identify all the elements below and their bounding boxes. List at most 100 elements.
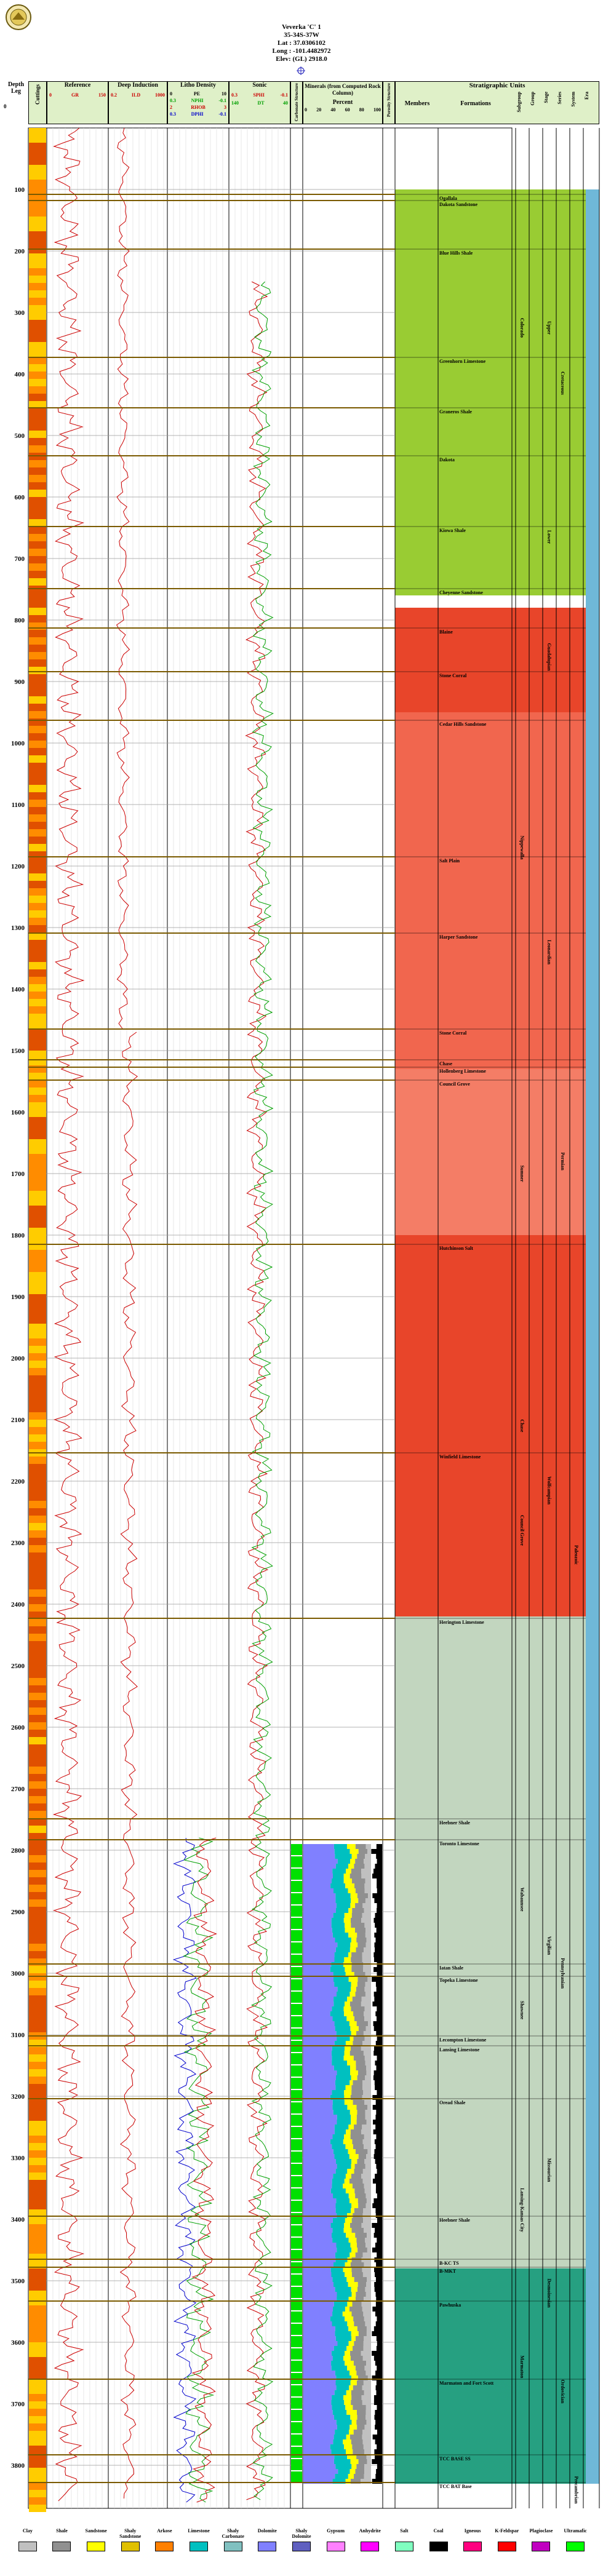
cuttings-interval <box>29 2128 46 2136</box>
ordovician-band <box>395 2268 586 2484</box>
mineral-fraction <box>335 1947 350 1952</box>
crosshair-icon[interactable] <box>297 66 305 75</box>
mineral-fraction <box>303 2302 334 2307</box>
nphi-scale-left: 0.3 <box>170 98 176 103</box>
mineral-fraction <box>364 1859 371 1864</box>
porosity-bar <box>377 2444 382 2449</box>
mineral-fraction <box>303 2100 333 2105</box>
mineral-fraction <box>303 2425 337 2430</box>
mineral-fraction <box>343 2439 351 2444</box>
depth-label: 1800 <box>11 1232 25 1239</box>
mineral-fraction <box>365 2164 371 2169</box>
mineral-fraction <box>303 1977 334 1982</box>
cuttings-interval <box>29 1803 46 1811</box>
mineral-fraction <box>351 1952 362 1957</box>
cuttings-interval <box>29 1552 46 1560</box>
mineral-fraction <box>364 2159 371 2164</box>
depth-label: 2800 <box>11 1847 25 1854</box>
porosity-bar <box>377 1972 382 1977</box>
cuttings-interval <box>29 2497 46 2505</box>
legend-label: Clay <box>22 2528 33 2534</box>
rank-label: Desmoinesian <box>546 2278 552 2308</box>
mineral-fraction <box>344 1913 352 1918</box>
cuttings-interval <box>29 2291 46 2298</box>
carbonate-structure-block <box>291 2102 302 2113</box>
cuttings-interval <box>29 932 46 940</box>
mineral-fraction <box>363 2312 371 2316</box>
mineral-fraction <box>355 1888 365 1893</box>
cuttings-interval <box>29 1840 46 1848</box>
cuttings-interval <box>29 209 46 217</box>
mineral-fraction <box>346 2410 357 2415</box>
mineral-fraction <box>364 2184 371 2188</box>
cuttings-interval <box>29 556 46 563</box>
mineral-fraction <box>337 2115 351 2120</box>
mineral-fraction <box>303 2198 337 2203</box>
carbonate-structure-block <box>291 2115 302 2126</box>
carbonate-structure-block <box>291 2139 302 2150</box>
cuttings-interval <box>29 268 46 276</box>
porosity-bar <box>373 1957 382 1962</box>
legend-item: K-Feldspar <box>492 2528 522 2565</box>
rank-label: Sumner <box>519 1165 525 1182</box>
formations-track <box>437 127 513 2509</box>
cuttings-interval <box>29 645 46 652</box>
formation-label: Harper Sandstone <box>439 934 478 940</box>
cuttings-interval <box>29 416 46 423</box>
mineral-fraction <box>335 2159 352 2164</box>
cuttings-interval <box>29 1486 46 1493</box>
mineral-fraction <box>303 1874 333 1878</box>
cuttings-interval <box>29 1560 46 1567</box>
depth-label: 1900 <box>11 1294 25 1301</box>
depth-label: 1400 <box>11 986 25 993</box>
mineral-fraction <box>332 2410 347 2415</box>
mineral-fraction <box>352 2139 363 2144</box>
legend-swatch <box>258 2542 277 2551</box>
mineral-fraction <box>351 2395 362 2400</box>
mineral-fraction <box>333 1888 348 1893</box>
cuttings-interval <box>29 1589 46 1597</box>
mineral-fraction <box>331 2449 346 2454</box>
mineral-fraction <box>345 2174 351 2179</box>
cuttings-interval <box>29 1914 46 1922</box>
mineral-fraction <box>354 2188 365 2193</box>
mineral-fraction <box>303 2385 337 2390</box>
mineral-fraction <box>338 2469 350 2474</box>
legend-item: Gypsum <box>321 2528 351 2565</box>
mineral-fraction <box>335 2026 351 2031</box>
cuttings-interval <box>29 2047 46 2054</box>
legend-item: Igneous <box>457 2528 488 2565</box>
mineral-fraction <box>351 2115 357 2120</box>
carbonate-structure-block <box>291 2312 302 2323</box>
cuttings-interval <box>29 1028 46 1036</box>
lithology-legend: Clay Shale Sandstone Shaly Sandstone Arkose L… <box>12 2528 591 2565</box>
mineral-fraction <box>332 2056 344 2061</box>
mineral-fraction <box>356 2371 366 2375</box>
porosity-bar <box>375 2100 382 2105</box>
carbonate-structure-block <box>291 2398 302 2409</box>
porosity-bar <box>373 2267 382 2272</box>
porosity-bar <box>375 2439 382 2444</box>
mineral-fraction <box>303 2454 335 2459</box>
cuttings-interval <box>29 1929 46 1936</box>
mineral-fraction <box>333 1844 347 1849</box>
mineral-tick: 20 <box>316 107 322 113</box>
mineral-fraction <box>303 2080 335 2085</box>
mineral-fraction <box>303 1933 333 1938</box>
dphi-scale-right: -0.1 <box>218 111 226 117</box>
mineral-fraction <box>366 2282 371 2287</box>
mineral-fraction <box>303 1878 332 1883</box>
cuttings-interval <box>29 711 46 718</box>
mineral-fraction <box>346 2449 353 2454</box>
mineral-fraction <box>332 1928 345 1933</box>
mineral-fraction <box>303 1893 336 1898</box>
mineral-fraction <box>303 1859 338 1864</box>
mineral-fraction <box>344 1957 351 1962</box>
legend-swatch <box>121 2542 140 2551</box>
mineral-fraction <box>364 2188 371 2193</box>
formations-title: Formations <box>460 100 491 107</box>
formation-label: Pawhuska <box>439 2302 461 2308</box>
mineral-fraction <box>364 2100 371 2105</box>
cuttings-interval <box>29 1885 46 1892</box>
cuttings-interval <box>29 2113 46 2121</box>
